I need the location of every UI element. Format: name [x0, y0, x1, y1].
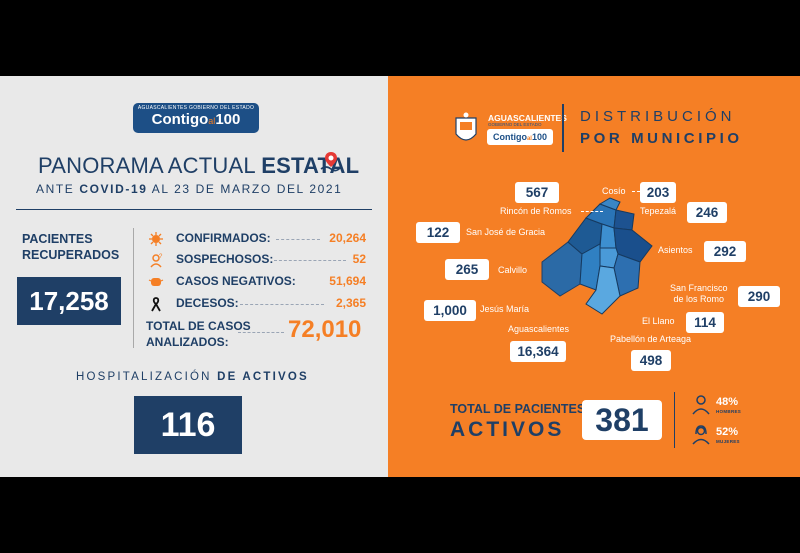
recovered-label: PACIENTES RECUPERADOS [22, 232, 120, 262]
mourning-ribbon-icon [151, 297, 161, 312]
map-pin-hand-icon [320, 152, 342, 172]
map-region-tepezala [613, 209, 635, 231]
header-separator [562, 104, 564, 152]
stat-label: CASOS NEGATIVOS: [176, 274, 296, 288]
woman-icon [692, 425, 710, 445]
logo-top-text: AGUASCALIENTES GOBIERNO DEL ESTADO [137, 105, 255, 111]
suspect-icon: ? [150, 254, 163, 268]
map-region-cosio [598, 197, 621, 211]
value-asientos: 292 [704, 241, 746, 262]
mask-icon [148, 278, 164, 286]
total-cases-label: TOTAL DE CASOS ANALIZADOS: [146, 319, 251, 349]
women-percentage: 52% [716, 426, 739, 438]
active-total-label: TOTAL DE PACIENTES [450, 402, 586, 416]
man-icon [692, 395, 710, 415]
women-label: MUJERES [716, 439, 740, 444]
name-tepezala: Tepezalá [640, 206, 677, 216]
hospitalization-title: HOSPITALIZACIÓN DE ACTIVOS [76, 371, 309, 383]
value-llano: 114 [686, 312, 724, 333]
name-jesusmaria: Jesús María [480, 304, 530, 314]
svg-text:?: ? [159, 254, 163, 260]
value-cosio: 203 [640, 182, 676, 203]
value-aguascalientes: 16,364 [510, 341, 566, 362]
stat-value: 52 [352, 252, 366, 266]
stat-suspected: ? SOSPECHOSOS: 52 [148, 251, 366, 269]
value-rincon: 567 [515, 182, 559, 203]
name-sanfrancisco: San Francisco de los Romo [670, 283, 728, 304]
value-tepezala: 246 [687, 202, 727, 223]
name-pabellon: Pabellón de Arteaga [610, 334, 692, 344]
value-sanfrancisco: 290 [738, 286, 780, 307]
stat-value: 2,365 [335, 296, 366, 310]
virus-icon [149, 232, 163, 246]
vertical-separator [133, 228, 134, 348]
stat-deaths: DECESOS: 2,365 [148, 295, 366, 313]
stat-label: CONFIRMADOS: [176, 231, 271, 245]
value-pabellon: 498 [631, 350, 671, 371]
right-logo-gov: GOBIERNO DEL ESTADO [488, 122, 542, 127]
right-logo-state: AGUASCALIENTES [488, 113, 567, 123]
map-region-llano [613, 253, 641, 297]
active-separator [674, 392, 675, 448]
name-cosio: Cosío [602, 186, 626, 196]
dash-leader [240, 304, 324, 305]
contigo-al-100-logo: AGUASCALIENTES GOBIERNO DEL ESTADO Conti… [133, 103, 259, 133]
hospitalization-value: 116 [134, 396, 242, 454]
stat-value: 20,264 [329, 231, 366, 245]
stat-value: 51,694 [329, 274, 366, 288]
stat-confirmed: CONFIRMADOS: 20,264 [148, 230, 366, 248]
stat-negative: CASOS NEGATIVOS: 51,694 [148, 273, 366, 291]
map-region-aguascalientes [585, 265, 621, 315]
stat-label: DECESOS: [176, 296, 239, 310]
stat-label: SOSPECHOSOS: [176, 252, 274, 266]
name-calvillo: Calvillo [498, 265, 528, 275]
dash-leader [276, 239, 320, 240]
divider-line [16, 209, 372, 210]
map-region-calvillo [541, 241, 583, 297]
state-seal-icon [455, 112, 477, 141]
distribution-title-line1: DISTRIBUCIÓN [580, 108, 736, 125]
dash-leader [274, 260, 346, 261]
men-label: HOMBRES [716, 409, 742, 414]
value-calvillo: 265 [445, 259, 489, 280]
dash-leader [238, 332, 284, 333]
name-rincon: Rincón de Romos [500, 206, 572, 216]
total-cases-value: 72,010 [288, 316, 362, 343]
right-contigo-logo: Contigoal100 [487, 129, 553, 145]
name-asientos: Asientos [658, 245, 693, 255]
panorama-subtitle: ANTE COVID-19 AL 23 DE MARZO DEL 2021 [36, 182, 343, 196]
value-sanjose: 122 [416, 222, 460, 243]
men-percentage: 48% [716, 396, 739, 408]
distribution-title-line2: POR MUNICIPIO [580, 130, 743, 147]
panorama-title: PANORAMA ACTUAL ESTATAL [38, 153, 360, 178]
value-jesusmaria: 1,000 [424, 300, 476, 321]
leader-line [632, 191, 640, 192]
name-llano: El Llano [642, 316, 675, 326]
logo-main-text: Contigoal100 [151, 111, 241, 128]
state-map [541, 197, 653, 315]
recovered-value: 17,258 [17, 277, 121, 325]
leader-line [581, 211, 603, 212]
name-sanjose: San José de Gracia [466, 227, 546, 237]
name-aguascalientes: Aguascalientes [508, 324, 570, 334]
active-label: ACTIVOS [450, 418, 565, 441]
active-total-value: 381 [582, 400, 662, 440]
